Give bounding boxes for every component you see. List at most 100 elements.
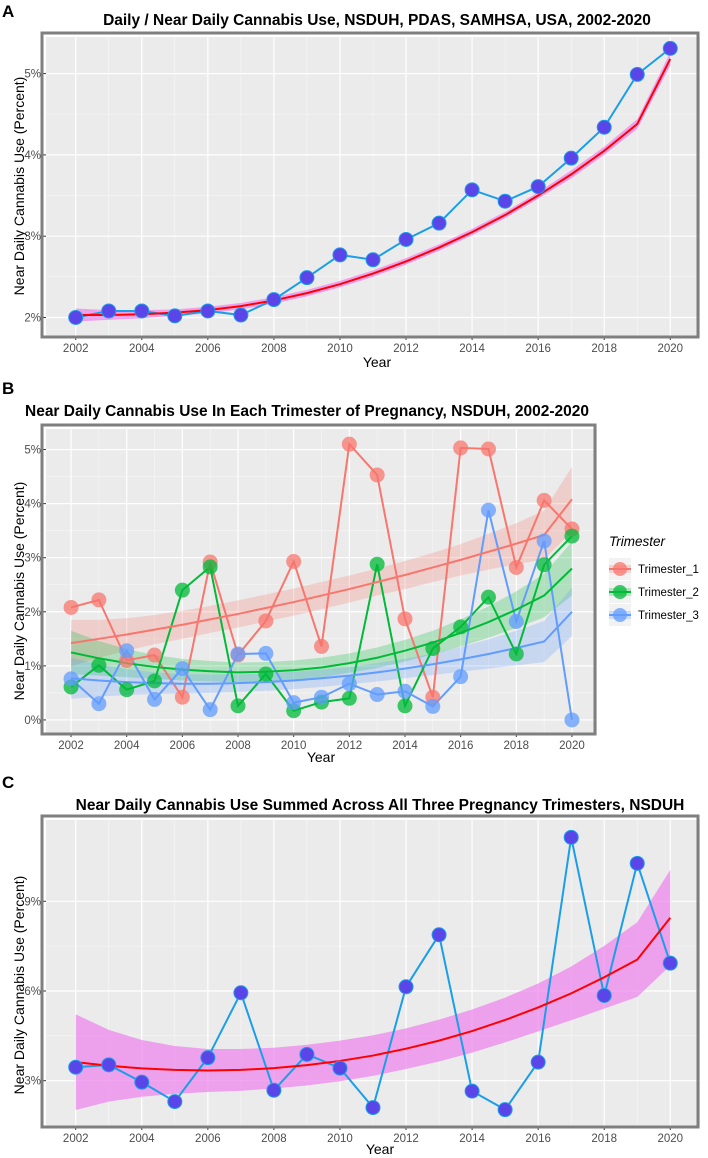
- panel-a-data-point: [200, 303, 216, 319]
- panel-b-trend-line-trimester_1: [70, 498, 573, 645]
- panel-a-x-tick-label: 2018: [591, 343, 617, 355]
- panel-c-y-tick-label: 9%: [24, 896, 41, 908]
- panel-c-data-point: [200, 1050, 216, 1066]
- panel-b-data-point-trimester_3: [480, 502, 496, 518]
- panel-b-x-tick-label: 2018: [504, 740, 530, 752]
- panel-a-x-tick-label: 2004: [129, 343, 155, 355]
- panel-a-x-tick-label: 2002: [63, 343, 89, 355]
- panel-c-data-point: [398, 979, 414, 995]
- panel-c-x-tick-label: 2002: [63, 1133, 89, 1145]
- panel-b-data-point-trimester_3: [91, 696, 107, 712]
- panel-c-y-tick-label: 6%: [24, 986, 41, 998]
- panel-c-x-tick-label: 2014: [459, 1133, 485, 1145]
- panel-a-y-axis-title: Near Daily Cannabis Use (Percent): [11, 77, 27, 296]
- panel-b-data-point-trimester_2: [91, 657, 107, 673]
- panel-a-y-tick-label: 4%: [24, 150, 41, 162]
- panel-b-x-tick-label: 2016: [448, 740, 474, 752]
- panel-c-data-point: [332, 1060, 348, 1076]
- panel-c-x-tick-label: 2012: [393, 1133, 419, 1145]
- panel-c-data-point: [266, 1082, 282, 1098]
- panel-a-x-tick-label: 2020: [657, 343, 683, 355]
- panel-a-data-point: [563, 150, 579, 166]
- panel-a-x-tick-label: 2008: [261, 343, 287, 355]
- panel-b-data-point-trimester_2: [174, 582, 190, 598]
- panel-b-x-tick-label: 2014: [392, 740, 418, 752]
- panel-b-data-point-trimester_2: [536, 557, 552, 573]
- panel-a-data-point: [629, 66, 645, 82]
- panel-a-x-tick-label: 2012: [393, 343, 419, 355]
- panel-a-data-point: [332, 247, 348, 263]
- panel-b-data-point-trimester_1: [341, 436, 357, 452]
- panel-a-data-point: [497, 193, 513, 209]
- panel-a-data-point: [464, 182, 480, 198]
- panel-c-data-point: [530, 1054, 546, 1070]
- panel-b-data-point-trimester_1: [453, 440, 469, 456]
- panel-b-legend: Trimester Trimester_1 Trimester_2 Trimeste…: [609, 534, 699, 626]
- panel-a-chart: 2% 3% 4% 5% 2002 2004 2006 2008 2010 2012 2014 2016…: [24, 31, 700, 355]
- panel-b-confidence-band-trimester_2: [71, 541, 572, 683]
- panel-c-data-point: [497, 1102, 513, 1118]
- panel-b-data-point-trimester_1: [369, 467, 385, 483]
- panel-b-data-point-trimester_2: [202, 559, 218, 575]
- panel-b-data-point-trimester_1: [147, 647, 163, 663]
- panel-c-y-tick-label: 3%: [24, 1076, 41, 1088]
- panel-b-data-point-trimester_3: [63, 671, 79, 687]
- panel-a-data-point: [101, 303, 117, 319]
- panel-b-trend-line-trimester_2: [70, 567, 573, 674]
- legend-marker-trimester_1: [613, 562, 627, 576]
- panel-c-data-point: [299, 1046, 315, 1062]
- panel-c-trend-line: [75, 917, 672, 1072]
- panel-a-data-point: [134, 303, 150, 319]
- panel-a-y-tick-label: 3%: [24, 231, 41, 243]
- panel-b-confidence-band-trimester_3: [71, 587, 572, 699]
- panel-c-data-point: [365, 1100, 381, 1116]
- panel-c-data-point: [662, 955, 678, 971]
- panel-b-x-tick-label: 2006: [170, 740, 196, 752]
- panel-b-data-point-trimester_2: [564, 528, 580, 544]
- panel-b-data-point-trimester_3: [453, 669, 469, 685]
- panel-a-x-tick-label: 2010: [327, 343, 353, 355]
- panel-b-confidence-band-trimester_1: [71, 466, 572, 667]
- panel-b-x-tick-label: 2002: [58, 740, 84, 752]
- panel-c-data-point: [629, 855, 645, 871]
- panel-b-data-point-trimester_1: [480, 441, 496, 457]
- panel-a-data-point: [68, 309, 84, 325]
- panel-a-data-point: [398, 231, 414, 247]
- panel-b-data-point-trimester_3: [397, 683, 413, 699]
- panel-a-data-point: [167, 308, 183, 324]
- panel-b-data-point-trimester_1: [508, 559, 524, 575]
- panel-b-data-point-trimester_1: [174, 689, 190, 705]
- panel-b-data-point-trimester_2: [369, 556, 385, 572]
- panel-c-x-axis-title: Year: [366, 1141, 395, 1157]
- panel-b-data-point-trimester_2: [258, 666, 274, 682]
- panel-c-y-axis-title: Near Daily Cannabis Use (Percent): [11, 876, 27, 1095]
- panel-a-data-point: [266, 292, 282, 308]
- panel-b-data-point-trimester_1: [286, 553, 302, 569]
- panel-c-data-point: [431, 927, 447, 943]
- panel-a-data-point: [530, 179, 546, 195]
- panel-c-x-tick-label: 2010: [327, 1133, 353, 1145]
- legend-marker-trimester_2: [613, 585, 627, 599]
- legend-label-trimester_2: Trimester_2: [638, 587, 699, 599]
- panel-b-y-tick-label: 4%: [24, 499, 41, 511]
- panel-b-chart: 0% 1% 2% 3% 4% 5% 2002 2004 2006 2008 2010 2012 2014…: [24, 423, 597, 752]
- panel-a-letter: A: [2, 2, 14, 21]
- panel-b-data-point-trimester_3: [508, 614, 524, 630]
- panel-c-data-point: [464, 1083, 480, 1099]
- panel-b-data-point-trimester_1: [258, 613, 274, 629]
- panel-b-y-tick-label: 5%: [24, 445, 41, 457]
- panel-b-data-point-trimester_2: [397, 698, 413, 714]
- legend-label-trimester_3: Trimester_3: [638, 610, 699, 622]
- panel-c-confidence-band: [75, 869, 671, 1110]
- panel-a-y-tick-label: 2%: [24, 312, 41, 324]
- panel-b-data-point-trimester_1: [536, 492, 552, 508]
- legend-marker-trimester_3: [613, 608, 627, 622]
- legend-label-trimester_1: Trimester_1: [638, 564, 699, 576]
- panel-b-data-point-trimester_2: [119, 682, 135, 698]
- panel-b-data-point-trimester_2: [453, 619, 469, 635]
- panel-c-chart: 3% 6% 9% 2002 2004 2006 2008 2010 2012 2014 2016 20…: [24, 814, 700, 1145]
- panel-b-panel-border: [40, 423, 597, 736]
- panel-a-data-point: [365, 252, 381, 268]
- panel-b-data-point-trimester_3: [341, 676, 357, 692]
